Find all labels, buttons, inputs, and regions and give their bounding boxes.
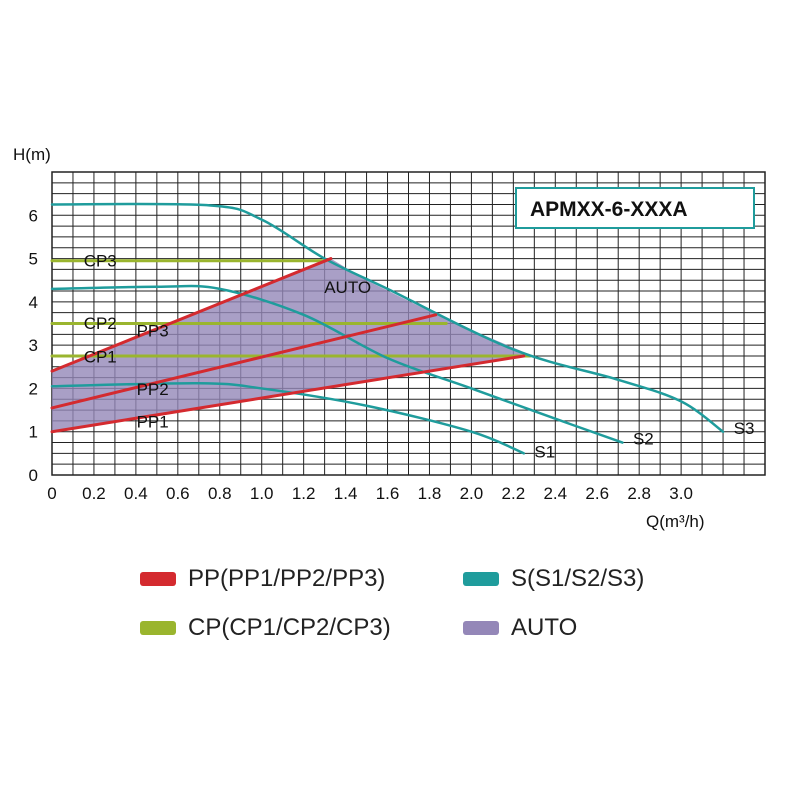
x-tick-label: 0.4 (124, 484, 148, 503)
x-tick-label: 2.2 (502, 484, 526, 503)
legend-label-pp: PP(PP1/PP2/PP3) (188, 565, 386, 592)
x-tick-label: 0.8 (208, 484, 232, 503)
series-line-s3 (50, 202, 725, 433)
legend-item-pp: PP(PP1/PP2/PP3) (140, 565, 385, 593)
legend-swatch-cp (140, 621, 176, 635)
x-tick-label: 2.8 (627, 484, 651, 503)
legend-label-auto: AUTO (511, 614, 578, 641)
legend-swatch-auto (463, 621, 499, 635)
x-tick-label: 2.6 (585, 484, 609, 503)
x-axis-label: Q(m³/h) (646, 512, 705, 531)
curve-label-s1: S1 (534, 443, 555, 462)
series-line-pp2 (50, 313, 438, 410)
legend: PP(PP1/PP2/PP3) S(S1/S2/S3) CP(CP1/CP2/C… (0, 555, 800, 655)
x-tick-label: 1.6 (376, 484, 400, 503)
x-tick-label: 1.0 (250, 484, 274, 503)
x-tick-label: 1.4 (334, 484, 358, 503)
curve-label-pp1: PP1 (137, 412, 169, 431)
series-line-pp3 (50, 257, 333, 373)
series-line-pp1 (50, 354, 526, 434)
model-name-box-border (515, 187, 755, 229)
curve-label-auto: AUTO (324, 278, 371, 297)
y-tick-label: 4 (29, 293, 38, 312)
curve-label-pp2: PP2 (137, 380, 169, 399)
legend-swatch-s (463, 572, 499, 586)
auto-region (52, 258, 531, 432)
x-tick-label: 2.4 (543, 484, 567, 503)
legend-item-auto: AUTO (463, 614, 577, 642)
y-tick-label: 1 (29, 423, 38, 442)
legend-item-s: S(S1/S2/S3) (463, 565, 644, 593)
curve-label-pp3: PP3 (137, 321, 169, 340)
x-tick-label: 3.0 (669, 484, 693, 503)
y-tick-label: 3 (29, 336, 38, 355)
model-name: APMXX-6-XXXA (530, 198, 688, 221)
x-tick-label: 1.2 (292, 484, 316, 503)
curve-label-cp2: CP2 (84, 314, 117, 333)
pump-curve-chart: 0 0.2 0.4 0.6 0.8 1.0 1.2 1.4 1.6 1.8 2.0 2.2 2.4 2.6… (13, 145, 766, 531)
curve-label-cp1: CP1 (84, 347, 117, 366)
legend-label-s: S(S1/S2/S3) (511, 565, 645, 592)
curve-label-s3: S3 (734, 419, 755, 438)
y-tick-label: 5 (29, 250, 38, 269)
legend-label-cp: CP(CP1/CP2/CP3) (188, 614, 391, 641)
legend-swatch-pp (140, 572, 176, 586)
legend-item-cp: CP(CP1/CP2/CP3) (140, 614, 391, 642)
y-tick-label: 2 (29, 379, 38, 398)
model-name-box: APMXX-6-XXXA (515, 187, 755, 229)
y-tick-label: 6 (29, 206, 38, 225)
y-axis-label: H(m) (13, 145, 51, 164)
tick-layer: 0 0.2 0.4 0.6 0.8 1.0 1.2 1.4 1.6 1.8 2.0 2.2 2.4 2.6… (29, 206, 693, 503)
curve-label-layer: CP3 CP2 PP3 CP1 PP2 PP1 AUTO S1 S2 S3 (84, 251, 755, 461)
curve-label-s2: S2 (633, 430, 654, 449)
y-tick-label: 0 (29, 466, 38, 485)
x-tick-label: 1.8 (418, 484, 442, 503)
x-tick-label: 0.2 (82, 484, 106, 503)
x-tick-label: 2.0 (460, 484, 484, 503)
series-layer (50, 202, 725, 455)
x-tick-label: 0.6 (166, 484, 190, 503)
auto-region-layer (52, 258, 531, 432)
curve-label-cp3: CP3 (84, 251, 117, 270)
x-tick-label: 0 (47, 484, 56, 503)
